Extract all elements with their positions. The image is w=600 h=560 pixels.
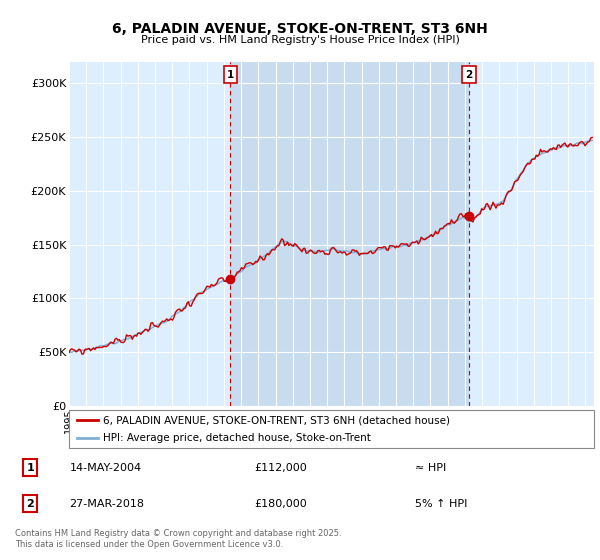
- Text: Contains HM Land Registry data © Crown copyright and database right 2025.
This d: Contains HM Land Registry data © Crown c…: [15, 529, 341, 549]
- Bar: [230, 62, 469, 406]
- Text: 27-MAR-2018: 27-MAR-2018: [70, 499, 145, 509]
- Text: ≈ HPI: ≈ HPI: [415, 463, 446, 473]
- Text: 2: 2: [466, 69, 473, 80]
- Text: 2: 2: [26, 499, 34, 509]
- Text: 5% ↑ HPI: 5% ↑ HPI: [415, 499, 467, 509]
- Text: 6, PALADIN AVENUE, STOKE-ON-TRENT, ST3 6NH: 6, PALADIN AVENUE, STOKE-ON-TRENT, ST3 6…: [112, 22, 488, 36]
- Text: 6, PALADIN AVENUE, STOKE-ON-TRENT, ST3 6NH (detached house): 6, PALADIN AVENUE, STOKE-ON-TRENT, ST3 6…: [103, 415, 450, 425]
- Text: 1: 1: [26, 463, 34, 473]
- Text: 14-MAY-2004: 14-MAY-2004: [70, 463, 142, 473]
- Text: HPI: Average price, detached house, Stoke-on-Trent: HPI: Average price, detached house, Stok…: [103, 433, 371, 444]
- Text: Price paid vs. HM Land Registry's House Price Index (HPI): Price paid vs. HM Land Registry's House …: [140, 35, 460, 45]
- Text: 1: 1: [227, 69, 234, 80]
- Text: £180,000: £180,000: [254, 499, 307, 509]
- Text: £112,000: £112,000: [254, 463, 307, 473]
